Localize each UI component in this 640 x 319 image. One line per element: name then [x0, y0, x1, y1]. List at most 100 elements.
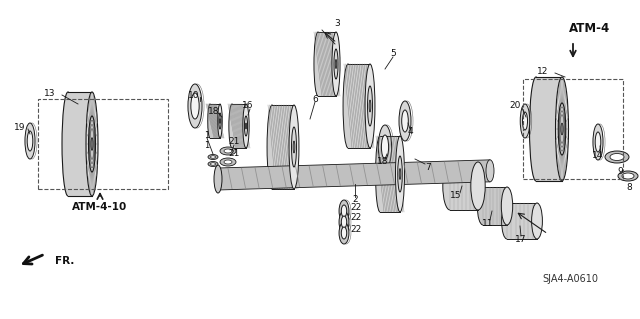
Ellipse shape	[610, 153, 624, 160]
Ellipse shape	[27, 131, 33, 151]
Polygon shape	[483, 187, 507, 225]
Text: 5: 5	[390, 49, 396, 58]
Ellipse shape	[243, 104, 249, 148]
Ellipse shape	[86, 92, 98, 196]
Ellipse shape	[502, 203, 513, 239]
Ellipse shape	[25, 123, 35, 159]
Text: ATM-4: ATM-4	[570, 23, 611, 35]
Polygon shape	[68, 92, 92, 196]
Ellipse shape	[381, 135, 388, 159]
Ellipse shape	[486, 160, 494, 182]
Ellipse shape	[402, 110, 408, 132]
Ellipse shape	[191, 93, 199, 119]
Text: 6: 6	[312, 94, 318, 103]
Ellipse shape	[341, 216, 347, 228]
Ellipse shape	[289, 105, 299, 189]
Ellipse shape	[224, 160, 232, 164]
Ellipse shape	[267, 105, 277, 189]
Ellipse shape	[188, 84, 202, 128]
Ellipse shape	[335, 60, 337, 69]
Ellipse shape	[341, 227, 347, 239]
Ellipse shape	[88, 116, 95, 172]
Text: 22: 22	[350, 203, 362, 211]
Text: 15: 15	[451, 191, 461, 201]
Ellipse shape	[332, 32, 340, 96]
Ellipse shape	[618, 171, 638, 181]
Text: 1: 1	[204, 130, 210, 139]
Ellipse shape	[605, 151, 629, 163]
Text: ATM-4-10: ATM-4-10	[72, 202, 127, 212]
Ellipse shape	[211, 163, 216, 165]
Text: 12: 12	[538, 66, 548, 76]
Ellipse shape	[367, 86, 372, 126]
Ellipse shape	[208, 104, 212, 138]
Text: 22: 22	[350, 225, 362, 234]
Ellipse shape	[208, 161, 218, 167]
Ellipse shape	[220, 147, 236, 155]
Ellipse shape	[399, 101, 411, 141]
Text: 4: 4	[407, 128, 413, 137]
Ellipse shape	[343, 64, 353, 148]
Polygon shape	[450, 162, 478, 210]
Ellipse shape	[334, 49, 338, 79]
Text: 9: 9	[617, 167, 623, 175]
Polygon shape	[210, 104, 220, 138]
Bar	[38, 99, 168, 189]
Text: 3: 3	[334, 19, 340, 28]
Ellipse shape	[369, 100, 371, 112]
Text: SJA4-A0610: SJA4-A0610	[542, 274, 598, 284]
Ellipse shape	[593, 124, 603, 160]
Ellipse shape	[211, 156, 216, 158]
Ellipse shape	[561, 123, 563, 135]
Ellipse shape	[62, 92, 74, 196]
Ellipse shape	[520, 104, 530, 138]
Ellipse shape	[443, 162, 457, 210]
Bar	[523, 79, 623, 179]
Text: 21: 21	[228, 137, 240, 146]
Text: 10: 10	[188, 91, 200, 100]
Ellipse shape	[339, 222, 349, 244]
Text: FR.: FR.	[55, 256, 74, 266]
Ellipse shape	[558, 103, 566, 155]
Ellipse shape	[219, 113, 221, 129]
Ellipse shape	[208, 154, 218, 160]
Ellipse shape	[244, 116, 248, 136]
Ellipse shape	[501, 187, 513, 225]
Text: 21: 21	[228, 149, 240, 158]
Ellipse shape	[532, 203, 543, 239]
Ellipse shape	[556, 77, 568, 181]
Ellipse shape	[376, 136, 385, 212]
Ellipse shape	[378, 125, 392, 169]
Polygon shape	[348, 64, 370, 148]
Text: 11: 11	[483, 219, 493, 227]
Ellipse shape	[477, 187, 489, 225]
Ellipse shape	[396, 136, 404, 212]
Text: 7: 7	[425, 162, 431, 172]
Text: 18: 18	[208, 107, 220, 115]
Ellipse shape	[397, 156, 403, 192]
Text: 2: 2	[352, 196, 358, 204]
Text: 17: 17	[515, 234, 527, 243]
Ellipse shape	[595, 132, 601, 152]
Text: 13: 13	[44, 88, 56, 98]
Ellipse shape	[229, 104, 235, 148]
Text: 22: 22	[350, 213, 362, 222]
Ellipse shape	[341, 205, 347, 217]
Ellipse shape	[224, 149, 232, 153]
Text: 16: 16	[243, 101, 253, 110]
Ellipse shape	[339, 211, 349, 233]
Ellipse shape	[245, 123, 246, 129]
Ellipse shape	[522, 112, 527, 130]
Ellipse shape	[218, 104, 222, 138]
Ellipse shape	[293, 141, 295, 153]
Polygon shape	[218, 160, 490, 190]
Text: 19: 19	[14, 122, 26, 131]
Ellipse shape	[529, 77, 543, 181]
Text: 8: 8	[626, 182, 632, 191]
Polygon shape	[232, 104, 246, 148]
Text: 20: 20	[509, 101, 521, 110]
Ellipse shape	[220, 158, 236, 166]
Ellipse shape	[339, 200, 349, 222]
Text: 1: 1	[204, 140, 210, 150]
Polygon shape	[318, 32, 336, 96]
